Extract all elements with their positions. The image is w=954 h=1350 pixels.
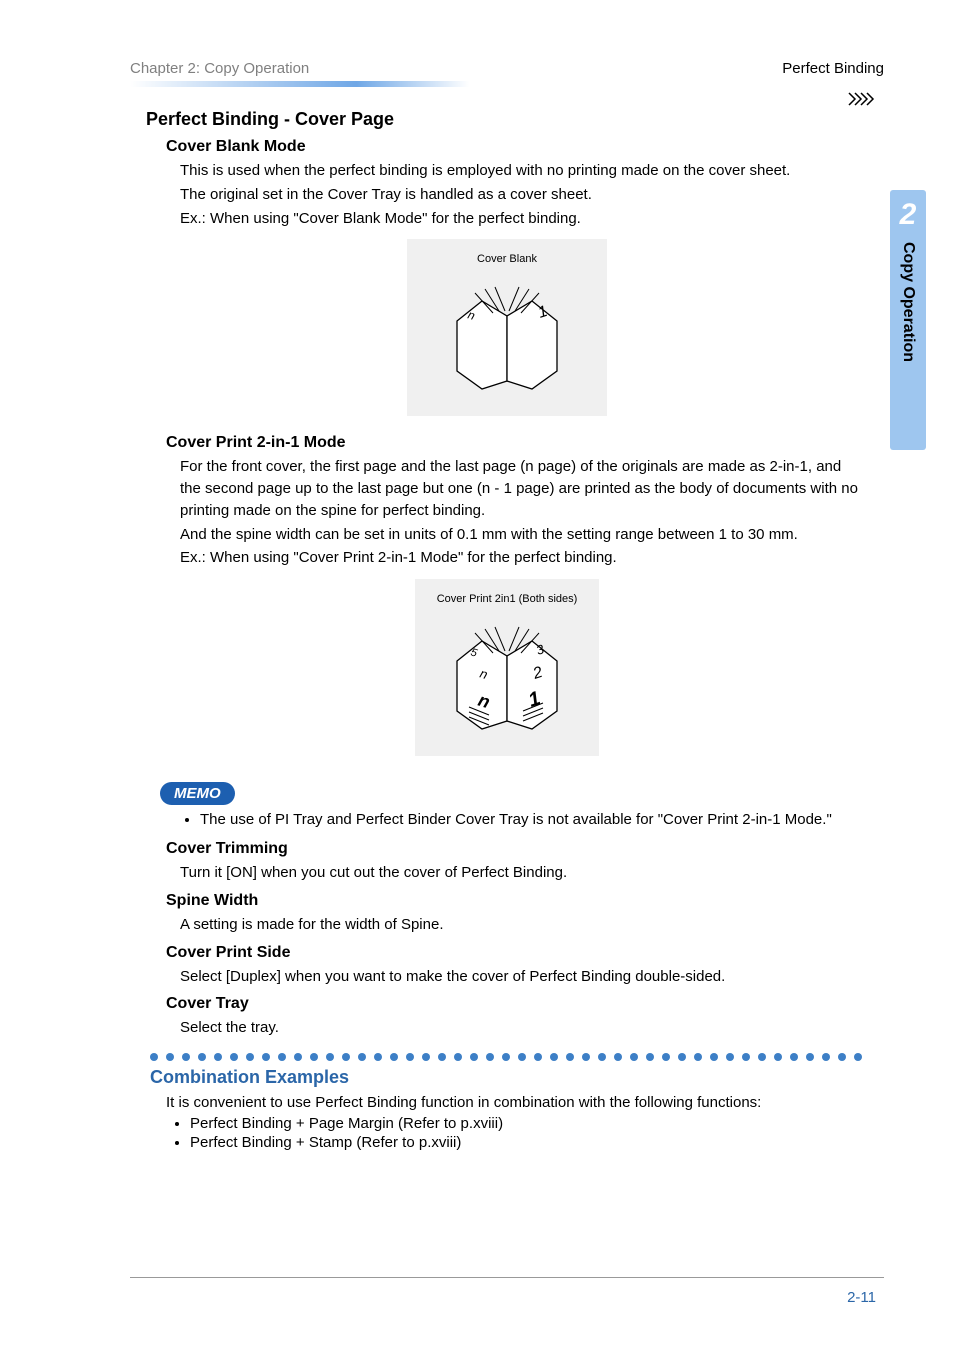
header-topic: Perfect Binding bbox=[782, 60, 884, 77]
cover-blank-p2: The original set in the Cover Tray is ha… bbox=[180, 184, 860, 206]
combination-title: Combination Examples bbox=[150, 1067, 884, 1088]
cover-2in1-p3: Ex.: When using "Cover Print 2-in-1 Mode… bbox=[180, 547, 860, 569]
combination-intro: It is convenient to use Perfect Binding … bbox=[166, 1094, 884, 1111]
cover-trimming-heading: Cover Trimming bbox=[166, 840, 884, 858]
chapter-side-tab: 2 Copy Operation bbox=[890, 190, 926, 450]
section-title: Perfect Binding - Cover Page bbox=[146, 109, 884, 130]
cover-2in1-p1: For the front cover, the first page and … bbox=[180, 456, 860, 521]
spine-width-heading: Spine Width bbox=[166, 892, 884, 910]
cover-2in1-p2: And the spine width can be set in units … bbox=[180, 524, 860, 546]
footer-rule bbox=[130, 1277, 884, 1278]
cover-blank-p3: Ex.: When using "Cover Blank Mode" for t… bbox=[180, 208, 860, 230]
content: Perfect Binding - Cover Page Cover Blank… bbox=[130, 109, 884, 1151]
memo-item: The use of PI Tray and Perfect Binder Co… bbox=[200, 809, 834, 830]
header-rule bbox=[130, 81, 884, 87]
chevrons-icon bbox=[848, 92, 884, 111]
cover-print-side-heading: Cover Print Side bbox=[166, 944, 884, 962]
combination-item: Perfect Binding + Stamp (Refer to p.xvii… bbox=[190, 1134, 884, 1151]
combination-list: Perfect Binding + Page Margin (Refer to … bbox=[190, 1115, 884, 1151]
cover-tray-body: Select the tray. bbox=[180, 1017, 860, 1039]
chapter-label: Copy Operation bbox=[899, 242, 917, 362]
page-number: 2-11 bbox=[847, 1289, 876, 1306]
memo-list: The use of PI Tray and Perfect Binder Co… bbox=[200, 809, 834, 830]
cover-print-side-body: Select [Duplex] when you want to make th… bbox=[180, 966, 860, 988]
cover-2in1-fig-label: Cover Print 2in1 (Both sides) bbox=[437, 593, 578, 605]
memo-badge: MEMO bbox=[160, 782, 235, 805]
header-chapter: Chapter 2: Copy Operation bbox=[130, 60, 309, 77]
cover-2in1-heading: Cover Print 2-in-1 Mode bbox=[166, 434, 884, 452]
combination-item: Perfect Binding + Page Margin (Refer to … bbox=[190, 1115, 884, 1132]
cover-2in1-figure: Cover Print 2in1 (Both sides) 3 2 1 bbox=[130, 579, 884, 756]
cover-tray-heading: Cover Tray bbox=[166, 995, 884, 1013]
cover-blank-fig-label: Cover Blank bbox=[437, 253, 577, 265]
chapter-number: 2 bbox=[900, 198, 917, 232]
cover-blank-figure: Cover Blank 1 n bbox=[130, 239, 884, 416]
section-divider-dots bbox=[150, 1053, 864, 1061]
cover-trimming-body: Turn it [ON] when you cut out the cover … bbox=[180, 862, 860, 884]
book-2in1-icon: 3 2 1 5 n n bbox=[437, 611, 577, 731]
spine-width-body: A setting is made for the width of Spine… bbox=[180, 914, 860, 936]
book-icon: 1 n bbox=[437, 271, 577, 391]
cover-blank-p1: This is used when the perfect binding is… bbox=[180, 160, 860, 182]
cover-blank-heading: Cover Blank Mode bbox=[166, 138, 884, 156]
page: Chapter 2: Copy Operation Perfect Bindin… bbox=[0, 0, 954, 1350]
page-header: Chapter 2: Copy Operation Perfect Bindin… bbox=[130, 60, 884, 77]
